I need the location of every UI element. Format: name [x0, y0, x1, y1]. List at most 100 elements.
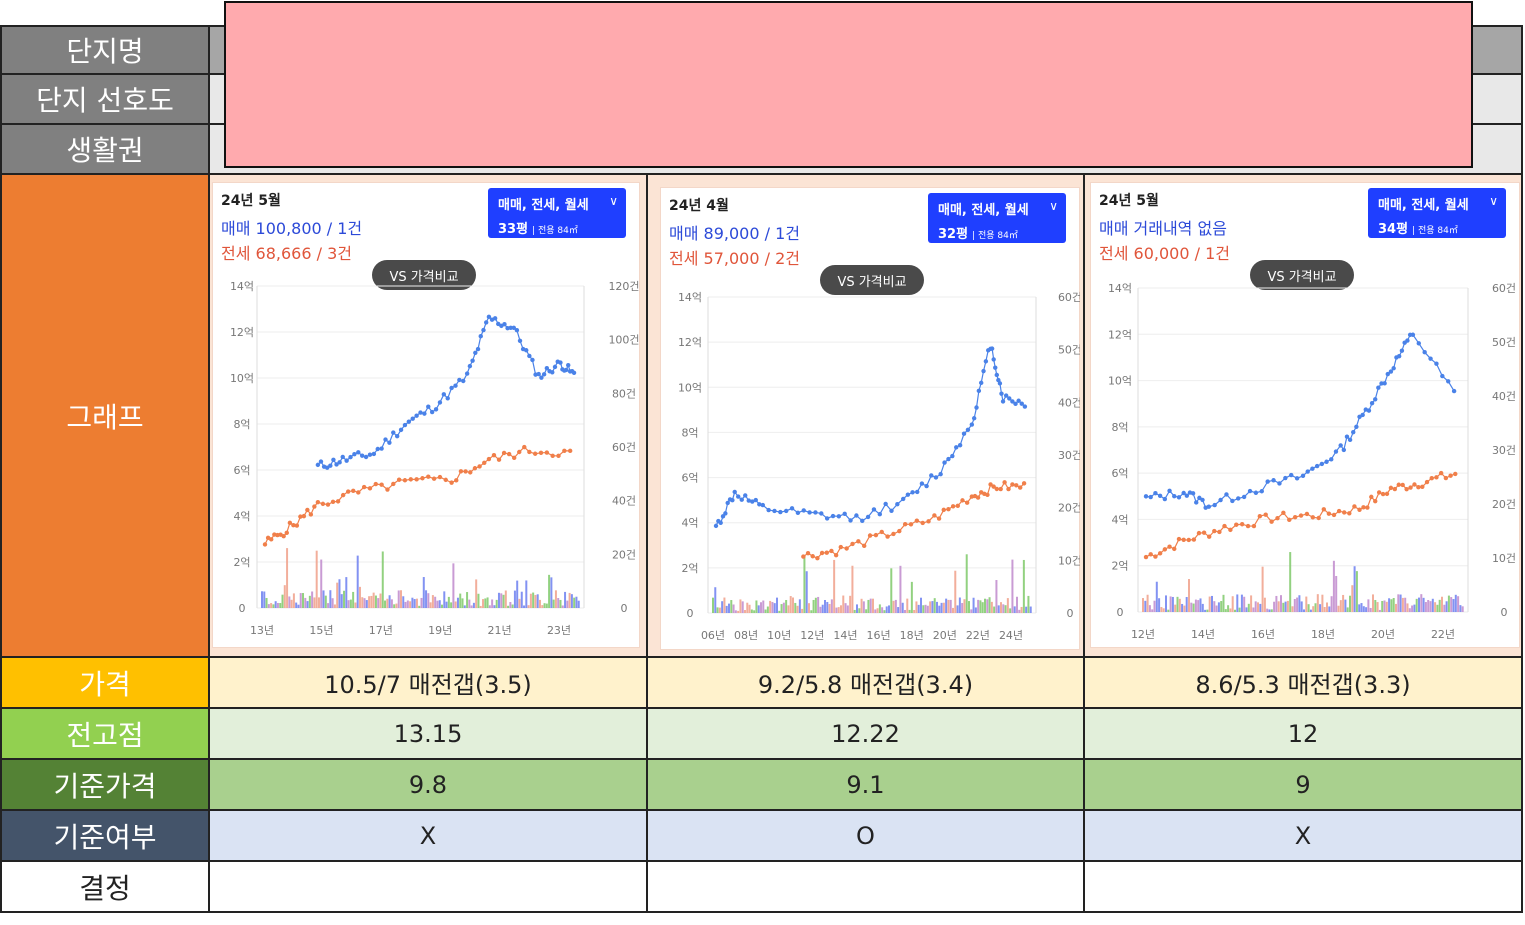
sale-series-point — [1305, 469, 1310, 474]
volume-bar — [1192, 603, 1195, 612]
sale-series-point — [965, 427, 971, 432]
rent-series-point — [994, 486, 999, 492]
rent-series-point — [305, 507, 310, 513]
sale-series-point — [344, 458, 349, 463]
x-tick-label: 20년 — [933, 629, 957, 642]
rent-series-point — [1010, 482, 1015, 487]
volume-bar — [828, 603, 831, 613]
volume-bar — [288, 596, 291, 608]
rent-series-point — [501, 450, 507, 456]
trade-type-dropdown[interactable]: 매매, 전세, 월세 ∨ 32평 | 전용 84㎡ — [928, 193, 1066, 243]
volume-bar — [778, 610, 781, 613]
trade-type-dropdown[interactable]: 매매, 전세, 월세 ∨ 34평 | 전용 84㎡ — [1368, 188, 1506, 238]
rent-series-point — [1321, 507, 1327, 512]
rent-series-point — [1206, 534, 1212, 539]
volume-bar — [1215, 605, 1218, 612]
volume-bar — [390, 599, 393, 608]
rent-series-point — [1263, 512, 1268, 517]
rent-series-point — [373, 481, 378, 487]
volume-bar — [1385, 601, 1388, 612]
sale-series-point — [379, 446, 384, 451]
volume-bar — [1252, 607, 1255, 612]
volume-bar — [1376, 602, 1379, 612]
sale-series-point — [552, 364, 558, 370]
rent-series-point — [1257, 514, 1263, 519]
volume-bar — [466, 592, 469, 608]
volume-bar — [1411, 605, 1414, 612]
volume-bar — [445, 601, 448, 608]
vs-compare-button[interactable]: VS 가격비교 — [1250, 260, 1354, 290]
high-point-label: 전고점 — [66, 718, 144, 752]
sale-series-point — [375, 446, 380, 452]
volume-bar — [377, 598, 380, 608]
decision-cell-1[interactable] — [210, 862, 648, 913]
volume-bar — [409, 601, 412, 608]
volume-bar — [1144, 600, 1147, 612]
sale-series-point — [723, 511, 728, 516]
volume-bar — [1190, 602, 1193, 612]
volume-bar — [1211, 595, 1213, 612]
rent-series-point — [449, 480, 454, 485]
sale-series-point — [1324, 459, 1329, 464]
sale-series-point — [457, 377, 462, 383]
sale-series-point — [517, 338, 523, 344]
rent-series-point — [819, 550, 825, 556]
volume-bar — [819, 606, 822, 613]
volume-bar — [479, 605, 482, 608]
volume-bar — [1146, 594, 1149, 612]
volume-bar — [1424, 602, 1427, 612]
sale-series-point — [795, 510, 801, 516]
sale-series-point — [483, 320, 489, 325]
sale-series-point — [564, 367, 569, 373]
volume-bar — [1422, 597, 1425, 612]
sale-series-point — [481, 327, 486, 333]
rent-series-point — [1310, 515, 1316, 520]
volume-bar — [333, 604, 336, 608]
rent-series-point — [431, 476, 437, 481]
rent-series-point — [517, 449, 522, 455]
volume-bar — [867, 599, 870, 613]
sale-series-point — [981, 368, 986, 374]
rent-series-point — [511, 455, 517, 461]
rent-series-point — [829, 548, 834, 554]
left-tick-label: 12억 — [1108, 328, 1132, 341]
volume-bar — [370, 595, 373, 608]
sale-series-point — [997, 381, 1003, 386]
volume-bar — [862, 601, 865, 613]
base-price-cell-1: 9.8 — [210, 760, 648, 811]
volume-bar — [379, 593, 382, 608]
trade-type-dropdown[interactable]: 매매, 전세, 월세 ∨ 33평 | 전용 84㎡ — [488, 188, 626, 238]
volume-bar — [557, 598, 560, 608]
vs-compare-button[interactable]: VS 가격비교 — [820, 265, 924, 295]
x-tick-label: 14년 — [833, 629, 857, 642]
volume-bar — [1323, 607, 1326, 612]
sale-series-point — [527, 353, 532, 359]
price-chart: 14억 12억 10억 8억 6억 4억 2억 0 60건 50건 40건 30건 20건 10건 0 12년… — [1108, 282, 1516, 641]
volume-bar — [324, 595, 327, 608]
volume-bar — [525, 580, 528, 608]
sale-series-point — [772, 508, 777, 514]
rent-series-point — [950, 504, 956, 509]
volume-bar — [1181, 603, 1184, 612]
volume-bar — [1229, 608, 1232, 612]
rent-series-point — [463, 469, 468, 474]
volume-bar — [1169, 596, 1172, 612]
rent-series-point — [960, 498, 965, 503]
sale-series-line — [1145, 334, 1455, 509]
volume-bar — [1176, 596, 1179, 612]
right-tick-label: 40건 — [612, 495, 636, 508]
base-check-value: O — [856, 821, 875, 850]
volume-bar — [1369, 607, 1372, 612]
volume-bar — [415, 598, 418, 608]
volume-bar — [1261, 566, 1264, 612]
decision-cell-2[interactable] — [648, 862, 1085, 913]
vs-compare-button[interactable]: VS 가격비교 — [372, 260, 476, 290]
volume-bar — [402, 596, 405, 608]
decision-cell-3[interactable] — [1085, 862, 1523, 913]
sale-series-point — [1206, 504, 1211, 509]
volume-bar — [718, 607, 721, 613]
base-price-cell-3: 9 — [1085, 760, 1523, 811]
sale-series-point — [736, 494, 741, 499]
volume-bar — [1220, 601, 1223, 612]
rent-series-point — [477, 464, 482, 469]
